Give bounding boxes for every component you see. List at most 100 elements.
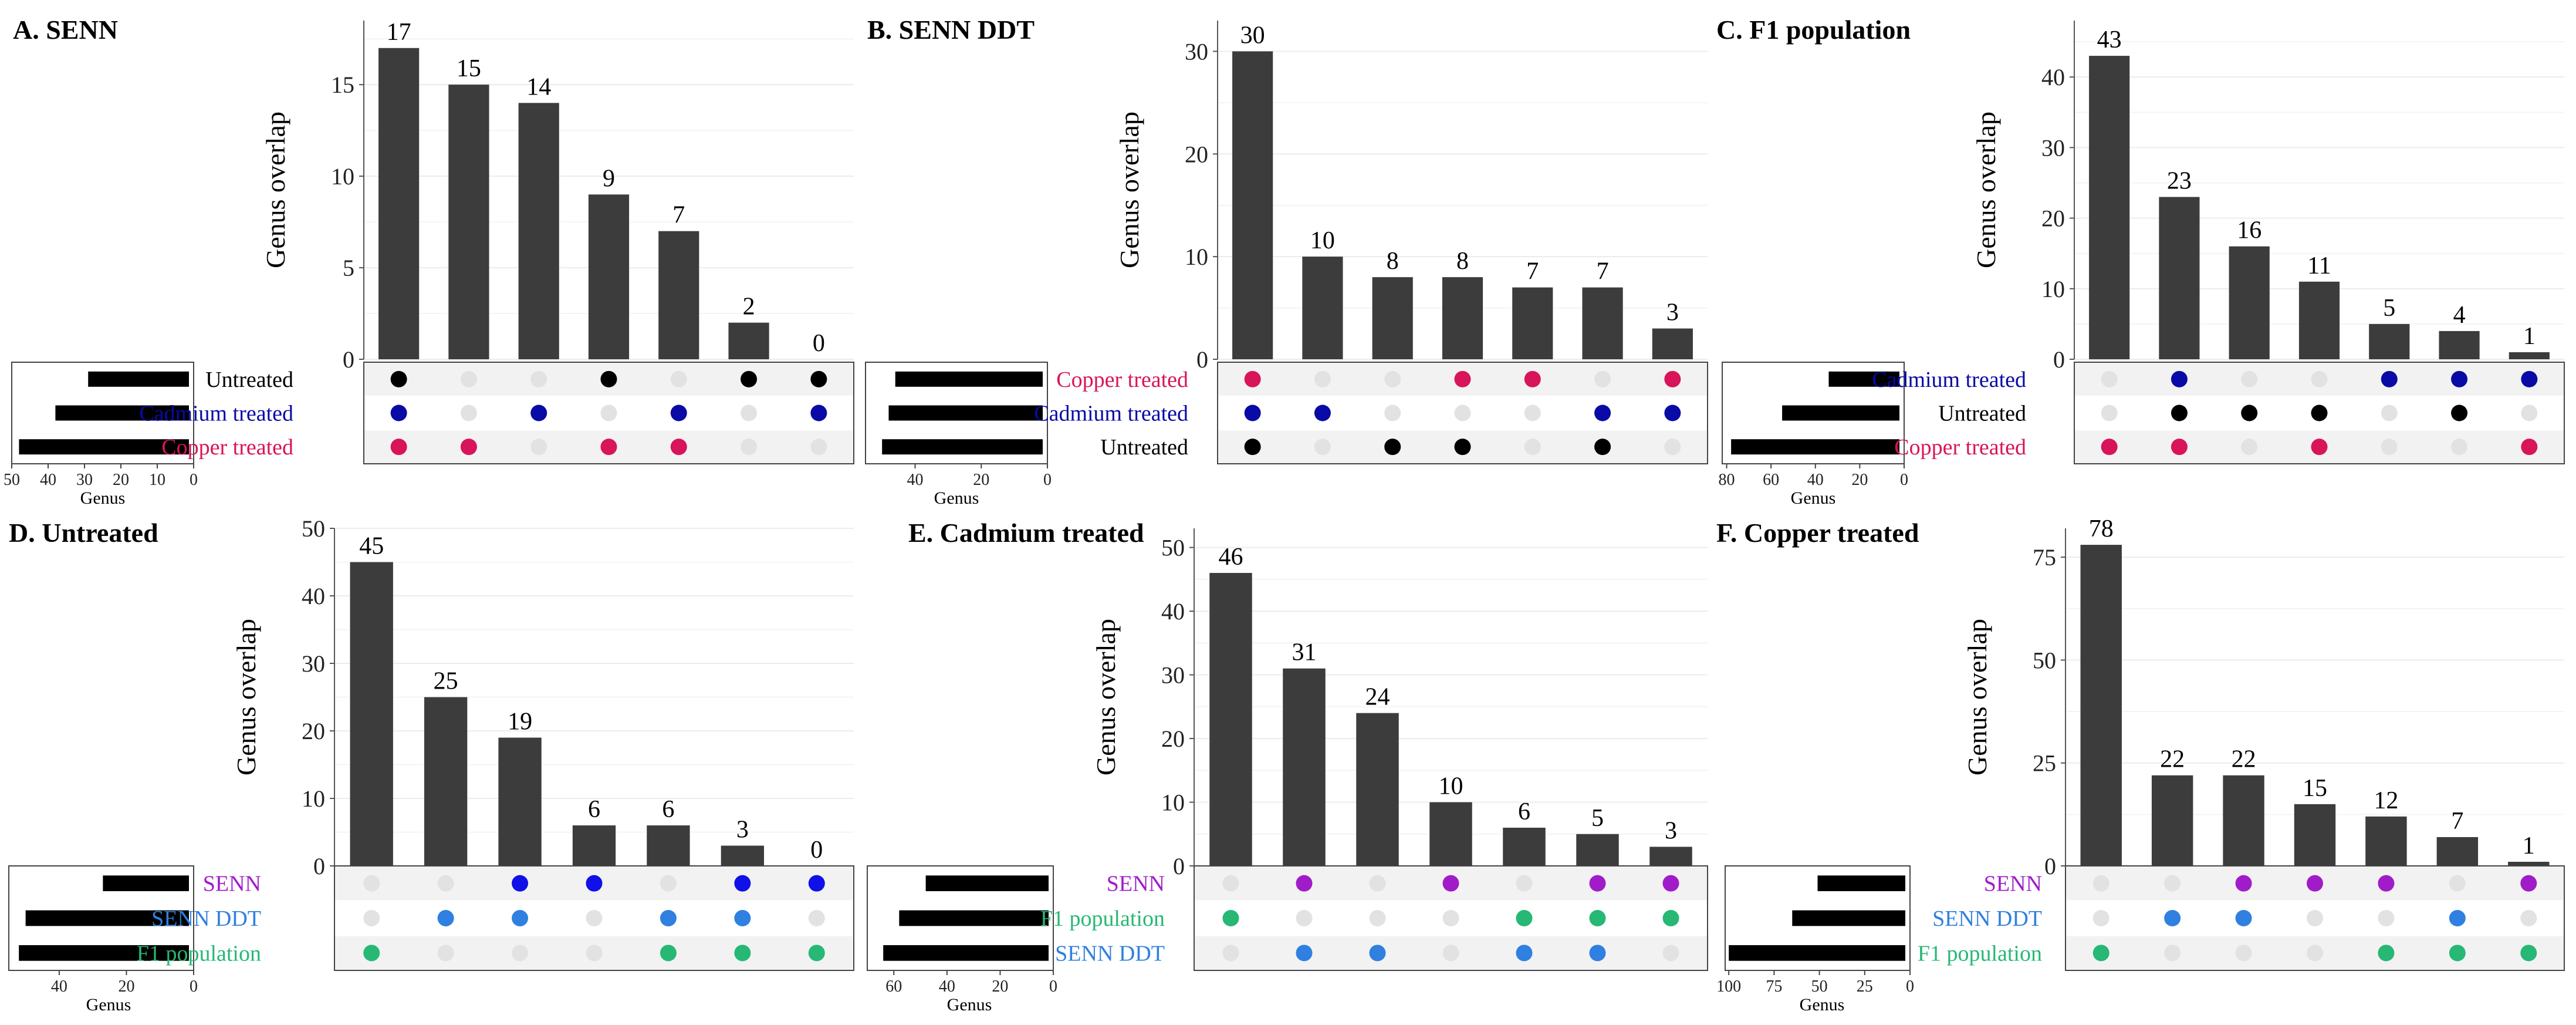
matrix-dot-active [2449, 945, 2466, 962]
bar-value-label: 3 [736, 817, 749, 844]
y-tick-label: 30 [302, 650, 325, 677]
bar-value-label: 2 [743, 294, 755, 321]
setsize-frame [867, 865, 1054, 971]
setsize-bar [882, 439, 1043, 455]
matrix-dot-active [390, 404, 407, 422]
matrix-dot-active [1664, 370, 1681, 387]
setsize-tick-label: 20 [118, 977, 134, 996]
bar [1283, 668, 1326, 866]
setsize-tick-label: 0 [1043, 471, 1052, 489]
matrix-dot-inactive [1442, 910, 1459, 926]
matrix-dot-active [808, 945, 825, 962]
matrix-dot-active [2451, 404, 2468, 422]
setsize-tick-label: 100 [1716, 977, 1741, 996]
bar-value-label: 0 [813, 330, 825, 357]
bar [2294, 804, 2336, 866]
matrix-dot-active [1516, 945, 1533, 962]
bar-value-label: 7 [1526, 258, 1539, 285]
matrix-dot-active [2378, 945, 2395, 962]
matrix-dot-active [1244, 439, 1261, 456]
matrix-dot-inactive [1662, 945, 1679, 962]
bar [1512, 287, 1553, 359]
bar [1582, 287, 1623, 359]
bar [2223, 775, 2264, 866]
matrix-dot-active [808, 875, 825, 892]
set-label: Copper treated [1894, 435, 2026, 460]
matrix-dot-active [2171, 439, 2188, 456]
setsize-tick-label: 0 [190, 977, 198, 996]
setsize-bar [88, 371, 189, 387]
set-label: Copper treated [161, 435, 293, 460]
setsize-bar [899, 910, 1049, 926]
matrix-dot-active [460, 439, 477, 456]
setsize-tick-label: 0 [1049, 977, 1057, 996]
matrix-dot-active [1454, 370, 1471, 387]
bar-value-label: 14 [526, 73, 551, 100]
setsize-bar [925, 875, 1049, 892]
matrix-dot-inactive [741, 404, 758, 422]
setsize-tick-label: 60 [885, 977, 902, 996]
matrix-dot-inactive [437, 875, 454, 892]
matrix-dot-inactive [670, 370, 687, 387]
setsize-tick-label: 40 [40, 471, 56, 489]
matrix-dot-active [670, 404, 687, 422]
matrix-dot-active [2451, 370, 2468, 387]
bar-value-label: 8 [1456, 248, 1469, 275]
matrix-dot-inactive [1314, 370, 1331, 387]
setsize-bar [25, 910, 190, 926]
matrix-dot-inactive [808, 910, 825, 926]
matrix-dot-inactive [2451, 439, 2468, 456]
setsize-bar [19, 439, 190, 455]
bar-value-label: 1 [2523, 832, 2535, 859]
bar [2365, 816, 2407, 866]
matrix-dot-active [2520, 875, 2537, 892]
set-label: Copper treated [1056, 367, 1188, 392]
matrix-dot-inactive [2521, 404, 2538, 422]
matrix-dot-inactive [2449, 875, 2466, 892]
setsize-tick-label: 40 [51, 977, 67, 996]
bar [1232, 51, 1273, 360]
matrix-dot-active [512, 910, 529, 926]
y-tick-label: 20 [1185, 141, 1208, 167]
bar-value-label: 22 [2232, 746, 2256, 773]
matrix-dot-active [1516, 910, 1533, 926]
setsize-bar [1729, 945, 1905, 961]
matrix-dot-active [390, 370, 407, 387]
bar-value-label: 46 [1219, 544, 1243, 571]
set-label: SENN DDT [1932, 906, 2042, 931]
setsize-frame [1725, 865, 1911, 971]
bar-value-label: 43 [2097, 26, 2122, 53]
panel-title: C. F1 population [1716, 15, 1911, 45]
matrix-dot-inactive [741, 439, 758, 456]
set-label: F1 population [1040, 906, 1165, 931]
matrix-dot-inactive [1524, 439, 1541, 456]
y-tick-label: 10 [2041, 276, 2065, 302]
bar-value-label: 6 [662, 796, 674, 823]
bar-value-label: 17 [387, 19, 411, 46]
bar-value-label: 22 [2160, 746, 2185, 773]
bar [518, 103, 559, 359]
y-tick-label: 50 [1161, 535, 1185, 561]
matrix-dot-inactive [2164, 875, 2181, 892]
matrix-dot-active [2171, 370, 2188, 387]
setsize-bar [895, 371, 1043, 387]
matrix-dot-inactive [2164, 945, 2181, 962]
bar-value-label: 9 [603, 165, 615, 192]
y-tick-label: 0 [2053, 346, 2065, 373]
matrix-dot-inactive [1384, 370, 1401, 387]
bar [350, 562, 393, 866]
setsize-frame [11, 362, 194, 464]
setsize-axis-label: Genus [934, 488, 979, 508]
setsize-frame [865, 362, 1048, 464]
matrix-dot-inactive [1664, 439, 1681, 456]
matrix-dot-inactive [2101, 370, 2118, 387]
matrix-dot-inactive [460, 370, 477, 387]
y-tick-label: 20 [1161, 726, 1185, 752]
matrix-dot-inactive [2311, 370, 2328, 387]
matrix-dot-active [2449, 910, 2466, 926]
